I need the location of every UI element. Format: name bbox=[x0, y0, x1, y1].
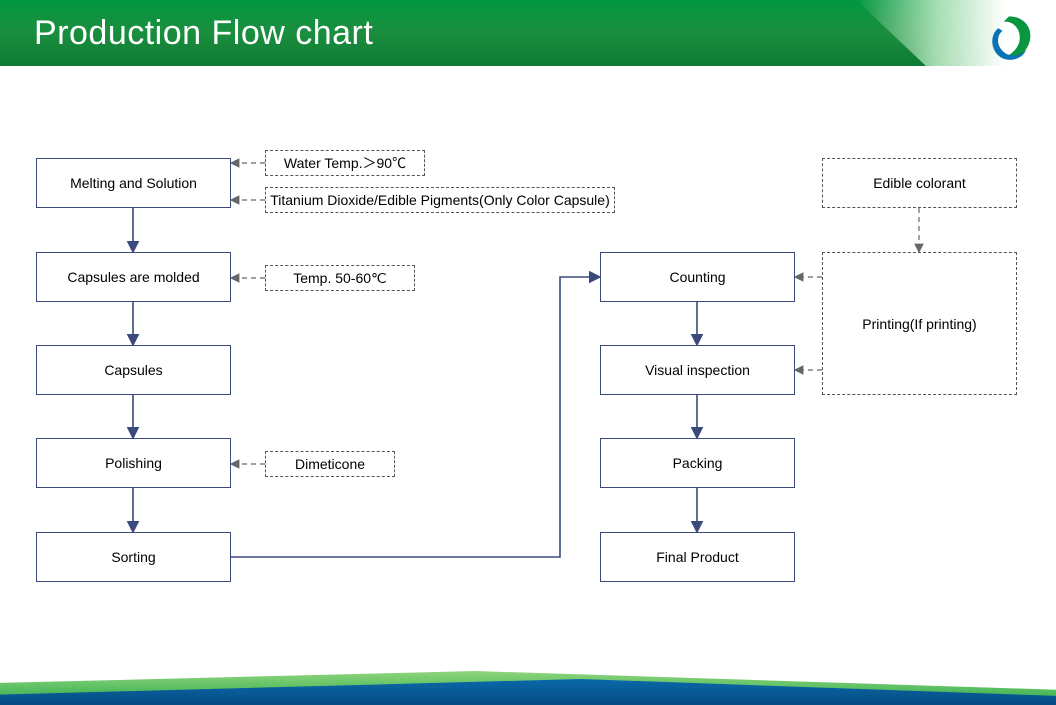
flow-node-dimet: Dimeticone bbox=[265, 451, 395, 477]
flow-node-packing: Packing bbox=[600, 438, 795, 488]
flow-node-polishing: Polishing bbox=[36, 438, 231, 488]
flow-node-visual: Visual inspection bbox=[600, 345, 795, 395]
flow-node-molded: Capsules are molded bbox=[36, 252, 231, 302]
flow-node-water: Water Temp.＞90℃ bbox=[265, 150, 425, 176]
flow-node-counting: Counting bbox=[600, 252, 795, 302]
brand-logo bbox=[982, 12, 1036, 66]
flow-node-final: Final Product bbox=[600, 532, 795, 582]
page-title: Production Flow chart bbox=[34, 14, 373, 53]
flow-node-colorant: Edible colorant bbox=[822, 158, 1017, 208]
flow-node-melting: Melting and Solution bbox=[36, 158, 231, 208]
flow-node-printing: Printing(If printing) bbox=[822, 252, 1017, 395]
flow-node-sorting: Sorting bbox=[36, 532, 231, 582]
flow-node-temp56: Temp. 50-60℃ bbox=[265, 265, 415, 291]
flow-node-capsules: Capsules bbox=[36, 345, 231, 395]
flow-node-tio2: Titanium Dioxide/Edible Pigments(Only Co… bbox=[265, 187, 615, 213]
edge-sorting-counting bbox=[231, 277, 600, 557]
